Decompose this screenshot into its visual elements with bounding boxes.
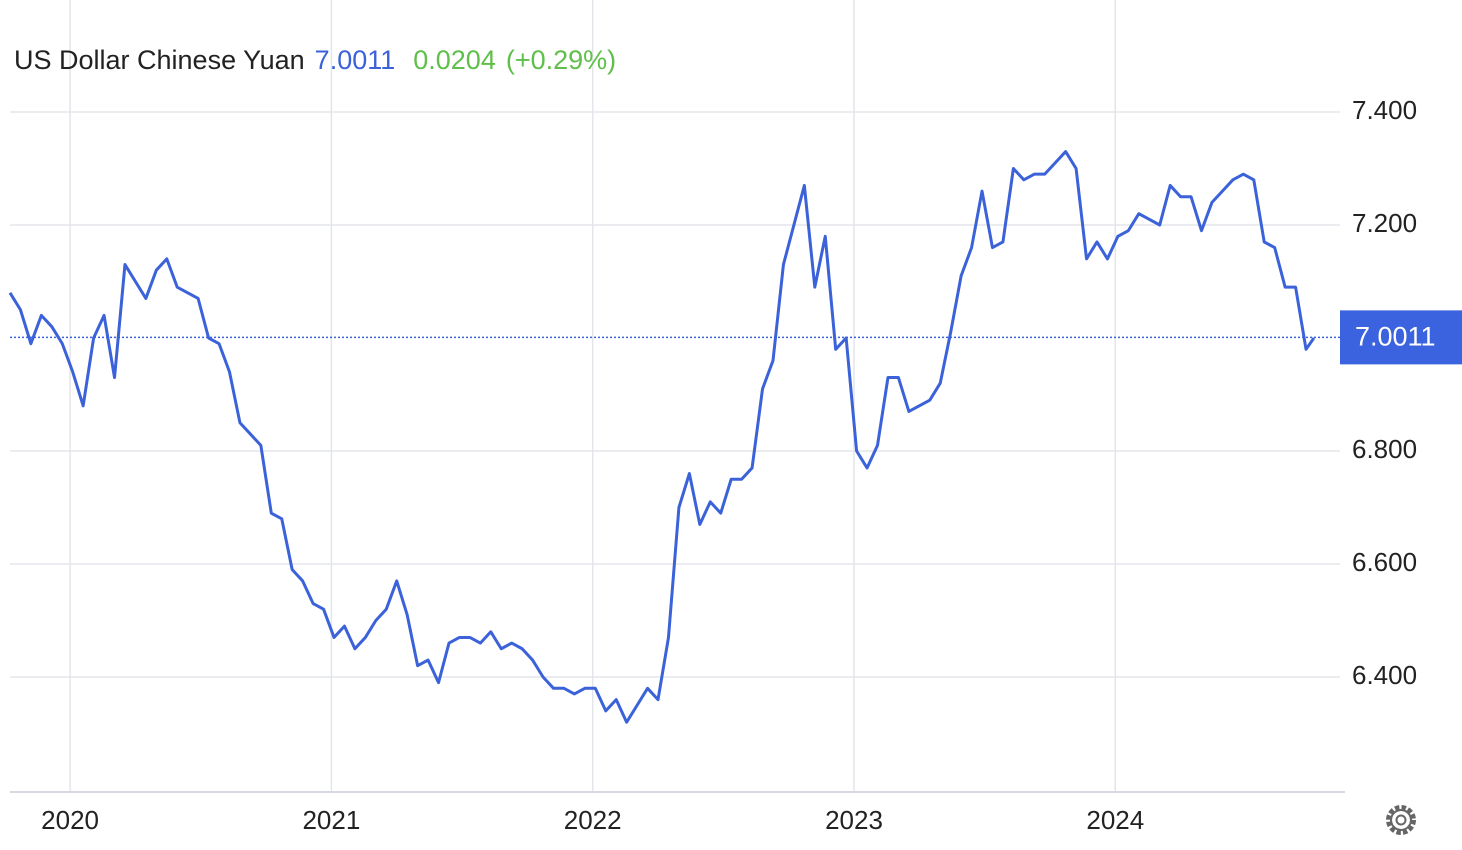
y-tick-label: 7.400 (1352, 95, 1417, 125)
price-tag-box (1340, 310, 1462, 365)
price-tag: 7.0011 (1340, 310, 1462, 365)
y-tick-label: 6.400 (1352, 660, 1417, 690)
x-tick-label: 2024 (1086, 805, 1144, 835)
change-percent: (+0.29%) (506, 45, 616, 75)
chart-title: US Dollar Chinese Yuan (14, 45, 305, 75)
y-tick-label: 6.800 (1352, 434, 1417, 464)
change: 0.0204 (413, 45, 496, 75)
x-tick-label: 2023 (825, 805, 883, 835)
y-tick-label: 7.200 (1352, 208, 1417, 238)
x-tick-label: 2020 (41, 805, 99, 835)
plot (8, 150, 1340, 724)
price-tag-label: 7.0011 (1355, 322, 1436, 352)
gear-hole (1395, 814, 1407, 826)
gear-teeth (1386, 805, 1416, 835)
grid (10, 0, 1340, 792)
price-line (8, 150, 1316, 724)
x-tick-label: 2021 (302, 805, 360, 835)
gear-body (1390, 809, 1412, 831)
chart-header: US Dollar Chinese Yuan 7.0011 0.0204 (+0.29… (14, 45, 616, 75)
price: 7.0011 (315, 45, 396, 75)
x-tick-label: 2022 (564, 805, 622, 835)
settings-icon[interactable] (1386, 805, 1416, 835)
y-tick-label: 6.600 (1352, 547, 1417, 577)
